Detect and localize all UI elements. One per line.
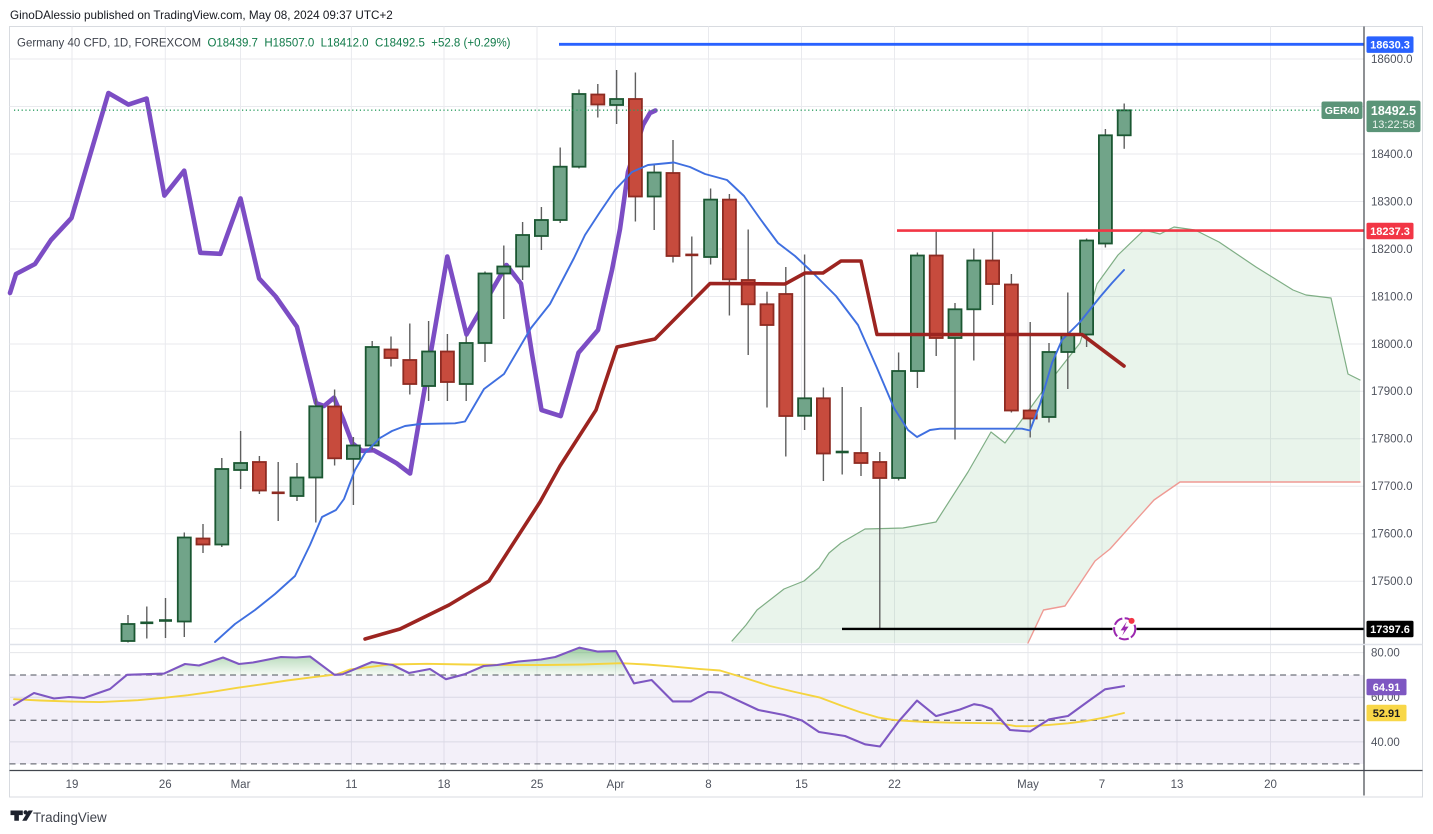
svg-text:18200.0: 18200.0 (1371, 244, 1413, 256)
svg-text:18630.3: 18630.3 (1370, 40, 1410, 52)
svg-text:17600.0: 17600.0 (1371, 529, 1413, 541)
svg-text:17700.0: 17700.0 (1371, 481, 1413, 493)
svg-text:17500.0: 17500.0 (1371, 576, 1413, 588)
svg-text:13: 13 (1171, 779, 1184, 791)
svg-text:40.00: 40.00 (1371, 737, 1400, 749)
svg-text:22: 22 (888, 779, 901, 791)
svg-text:17900.0: 17900.0 (1371, 386, 1413, 398)
svg-text:GER40: GER40 (1325, 105, 1360, 117)
svg-text:17397.6: 17397.6 (1370, 624, 1410, 636)
svg-text:8: 8 (705, 779, 711, 791)
svg-text:May: May (1017, 779, 1039, 791)
svg-text:19: 19 (66, 779, 79, 791)
svg-text:64.91: 64.91 (1373, 682, 1401, 694)
svg-text:25: 25 (531, 779, 544, 791)
svg-text:18: 18 (438, 779, 451, 791)
svg-text:GinoDAlessio published on Trad: GinoDAlessio published on TradingView.co… (10, 9, 393, 22)
svg-text:18300.0: 18300.0 (1371, 197, 1413, 209)
svg-text:18237.3: 18237.3 (1370, 226, 1410, 238)
svg-text:18492.5: 18492.5 (1371, 104, 1416, 118)
svg-text:Mar: Mar (231, 779, 251, 791)
svg-text:7: 7 (1099, 779, 1105, 791)
svg-text:18000.0: 18000.0 (1371, 339, 1413, 351)
svg-text:TradingView: TradingView (33, 810, 107, 825)
svg-text:Apr: Apr (607, 779, 625, 791)
svg-text:26: 26 (159, 779, 172, 791)
svg-text:17800.0: 17800.0 (1371, 434, 1413, 446)
svg-text:11: 11 (345, 779, 357, 791)
svg-text:18100.0: 18100.0 (1371, 292, 1413, 304)
svg-text:13:22:58: 13:22:58 (1372, 119, 1415, 131)
svg-text:15: 15 (795, 779, 808, 791)
svg-text:18600.0: 18600.0 (1371, 54, 1413, 66)
svg-text:52.91: 52.91 (1373, 708, 1401, 720)
svg-text:Germany 40 CFD, 1D, FOREXCOM: Germany 40 CFD, 1D, FOREXCOM O18439.7 H1… (17, 38, 511, 50)
svg-text:80.00: 80.00 (1371, 648, 1400, 660)
svg-text:18400.0: 18400.0 (1371, 149, 1413, 161)
svg-text:20: 20 (1264, 779, 1277, 791)
